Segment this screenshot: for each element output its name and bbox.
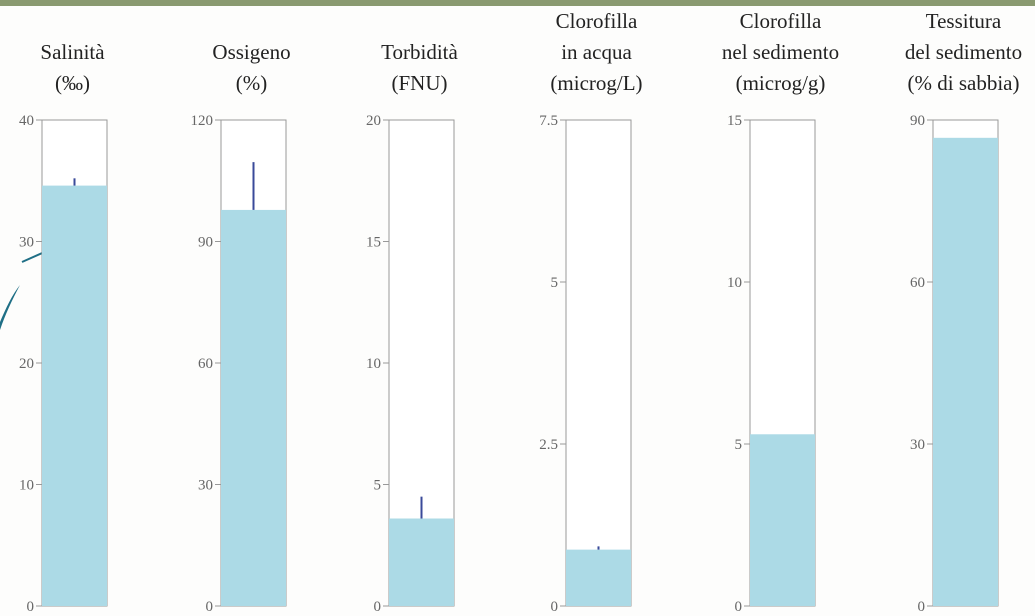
y-tick-label: 0	[918, 599, 926, 615]
y-tick-label: 90	[198, 235, 213, 251]
y-tick-label: 0	[27, 599, 35, 615]
y-tick-label: 40	[19, 113, 34, 129]
bar	[566, 549, 631, 606]
panel-title: Clorofilla	[556, 9, 638, 33]
y-tick-label: 20	[19, 356, 34, 372]
panel-title: (% di sabbia)	[908, 71, 1020, 95]
panel-title: (‰)	[55, 71, 90, 95]
panel-title: (%)	[236, 71, 267, 95]
y-tick-label: 5	[374, 478, 382, 494]
panel-title: Clorofilla	[740, 9, 822, 33]
plot-frame	[565, 119, 632, 607]
y-tick-label: 30	[198, 478, 213, 494]
y-tick-label: 5	[551, 275, 559, 291]
panel-title: (FNU)	[392, 71, 448, 95]
bar	[933, 137, 998, 606]
y-tick-label: 5	[735, 437, 743, 453]
panel-title: Ossigeno	[212, 40, 290, 64]
y-tick-label: 10	[366, 356, 381, 372]
y-tick-label: 0	[735, 599, 743, 615]
top-strip	[0, 0, 1035, 6]
bar	[221, 209, 286, 606]
y-tick-label: 20	[366, 113, 381, 129]
y-tick-label: 60	[910, 275, 925, 291]
panel-title: (microg/L)	[550, 71, 642, 95]
y-tick-label: 120	[191, 113, 214, 129]
panel-title: in acqua	[561, 40, 632, 64]
y-tick-label: 0	[206, 599, 214, 615]
y-tick-label: 0	[374, 599, 382, 615]
y-tick-label: 2.5	[539, 437, 558, 453]
y-tick-label: 10	[19, 478, 34, 494]
bar	[389, 518, 454, 606]
y-tick-label: 10	[727, 275, 742, 291]
y-tick-label: 30	[19, 235, 34, 251]
panel-title: (microg/g)	[736, 71, 826, 95]
y-tick-label: 15	[366, 235, 381, 251]
panel-title: del sedimento	[905, 40, 1022, 64]
y-tick-label: 60	[198, 356, 213, 372]
y-tick-label: 0	[551, 599, 559, 615]
panel-title: Torbidità	[381, 40, 458, 64]
bar	[750, 434, 815, 606]
panel-title: nel sedimento	[722, 40, 839, 64]
bar	[42, 185, 107, 607]
y-tick-label: 7.5	[539, 113, 558, 129]
y-tick-label: 90	[910, 113, 925, 129]
panel-title: Tessitura	[926, 9, 1002, 33]
y-tick-label: 15	[727, 113, 742, 129]
y-tick-label: 30	[910, 437, 925, 453]
panel-title: Salinità	[40, 40, 105, 64]
